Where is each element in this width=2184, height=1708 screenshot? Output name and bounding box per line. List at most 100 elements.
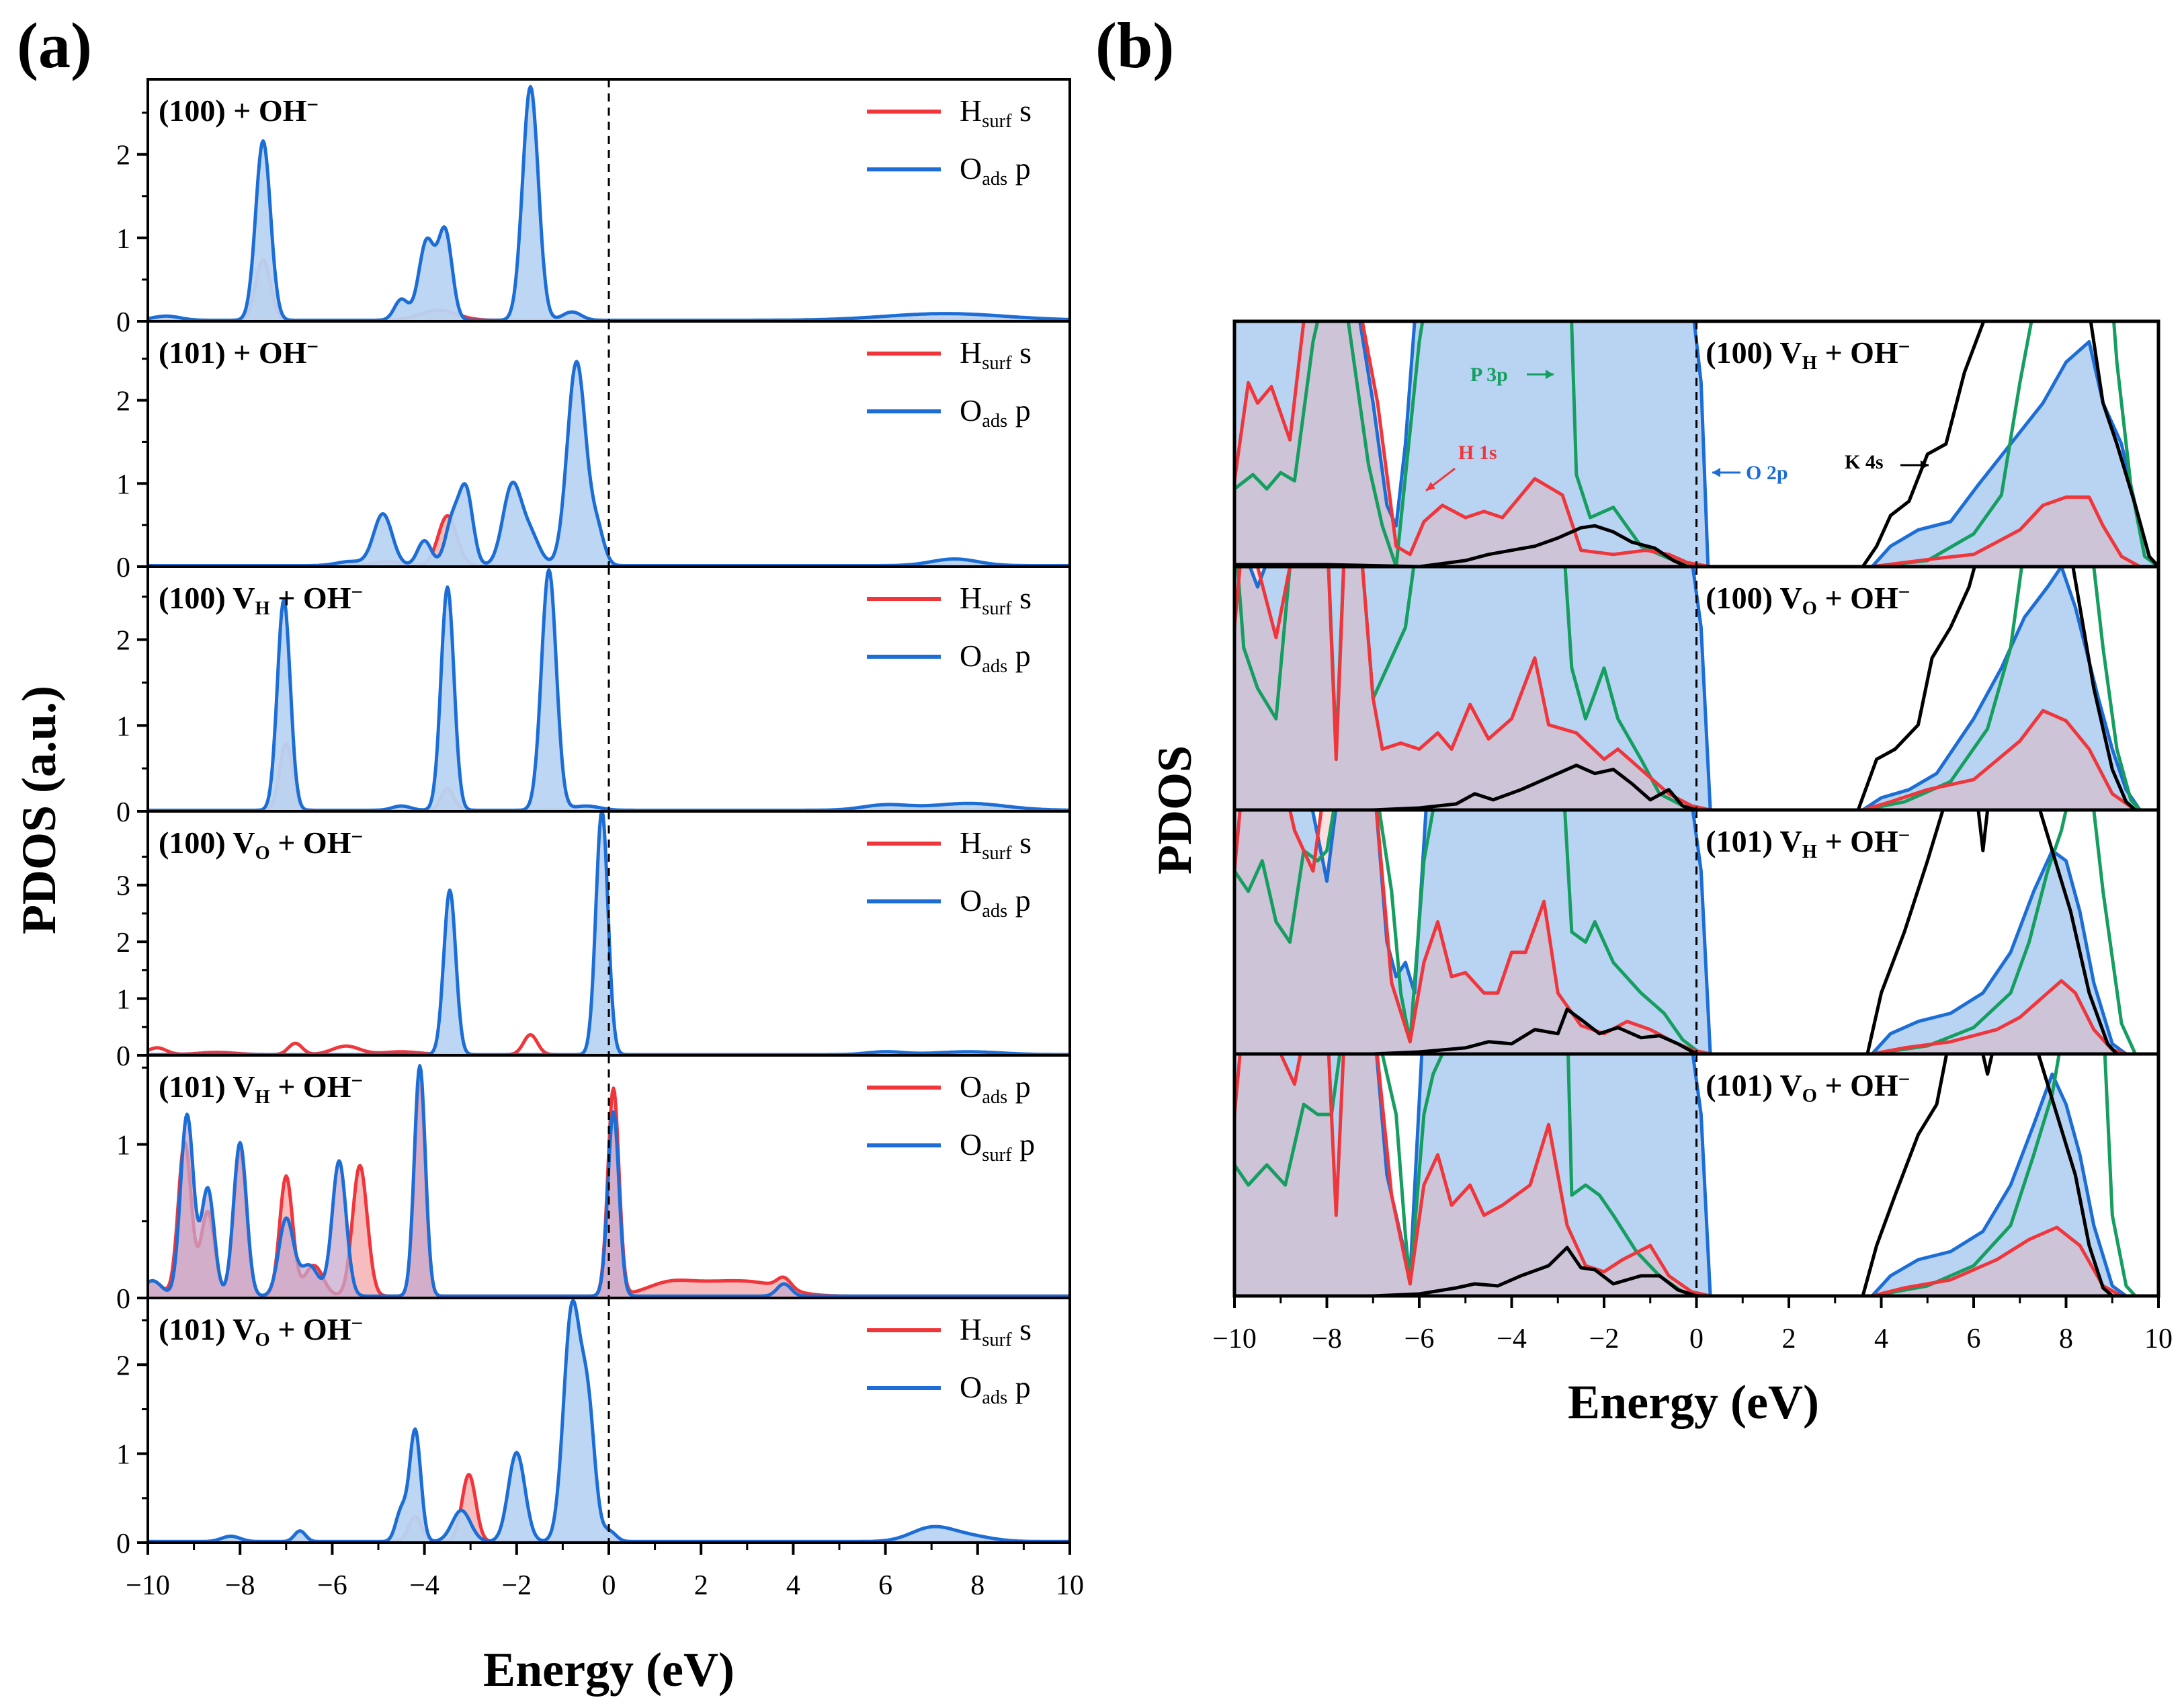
text-part: p [1007, 1370, 1031, 1404]
y-tick-label: 1 [116, 469, 130, 500]
subplot-content [1234, 567, 2158, 810]
y-tick-label: 2 [116, 140, 130, 171]
x-tick-label: 0 [1689, 1324, 1704, 1354]
annot-p3p: P 3p [1470, 364, 1508, 386]
x-tick-label: 6 [1967, 1324, 1981, 1354]
legend-label-0: Hsurf s [960, 581, 1032, 619]
text-part: O [960, 393, 982, 428]
text-part: − [1898, 1067, 1910, 1091]
y-tick-label: 2 [116, 1350, 130, 1381]
subplot-content [1234, 810, 2158, 1054]
legend-label-1: Oads p [960, 393, 1031, 432]
text-part: H [960, 581, 982, 615]
text-part: (101) V [1706, 1068, 1802, 1102]
y-tick-label: 3 [116, 871, 130, 902]
series-line-green [1234, 1054, 2137, 1296]
x-tick-label: −6 [317, 1570, 347, 1601]
x-tick-label: 8 [970, 1570, 984, 1601]
text-part: surf [982, 1330, 1012, 1350]
y-tick-label: 0 [116, 307, 130, 338]
subplot-content [1234, 321, 2158, 567]
text-part: surf [982, 111, 1012, 132]
text-part: surf [982, 1145, 1012, 1166]
legend-label-1: Oads p [960, 1370, 1031, 1408]
text-part: s [1012, 825, 1032, 860]
text-part: p [1007, 151, 1031, 186]
text-part: − [306, 93, 319, 116]
series-fill-blue [1234, 810, 2126, 1054]
text-part: − [1898, 823, 1910, 847]
x-tick-label: 4 [786, 1570, 800, 1601]
annot-arrowhead-p3p [1546, 370, 1554, 379]
x-tick-label: 10 [1056, 1570, 1084, 1601]
series-fill-red [1234, 567, 2136, 810]
text-part: ads [982, 901, 1007, 922]
text-part: H [255, 1087, 270, 1108]
series-fill-red [1234, 1054, 2122, 1296]
y-tick-label: 0 [116, 1284, 130, 1315]
y-tick-label: 1 [116, 1131, 130, 1162]
text-part: surf [982, 598, 1012, 619]
x-tick-label: −2 [1589, 1324, 1620, 1354]
subplot-title: (101) VO + OH− [159, 1311, 363, 1350]
text-part: + OH [1817, 581, 1898, 615]
text-part: (100) V [159, 581, 255, 615]
text-part: + OH [1817, 335, 1898, 370]
x-tick-label: 8 [2059, 1324, 2073, 1354]
annot-o2p: O 2p [1746, 462, 1788, 484]
text-part: ads [982, 411, 1007, 432]
subplot-b-2: (100) VO + OH− [1232, 565, 2160, 812]
legend-label-0: Oads p [960, 1069, 1031, 1108]
text-part: (100) + OH [159, 93, 307, 128]
subplot-b-1: (100) VH + OH− [1232, 319, 2160, 569]
x-tick-label: 10 [2144, 1324, 2173, 1354]
panel-a-label: (a) [17, 9, 92, 81]
subplot-title: (100) VH + OH− [1706, 335, 1910, 374]
text-part: − [306, 335, 319, 358]
text-part: (101) V [159, 1069, 255, 1104]
y-tick-label: 1 [116, 1440, 130, 1471]
series-line-1 [146, 1064, 1070, 1298]
subplot-b-3: (101) VH + OH− [1232, 808, 2160, 1056]
text-part: ads [982, 169, 1007, 190]
x-tick-label: −8 [1312, 1324, 1342, 1354]
series-line-green [1234, 321, 2158, 567]
subplot-content [1234, 1054, 2158, 1296]
series-line-black [1234, 1054, 2113, 1296]
text-part: O [960, 1127, 982, 1162]
subplot-title: (100) VH + OH− [159, 580, 363, 619]
series-fill-red [1234, 810, 2126, 1054]
subplot-title: (101) VO + OH− [1706, 1067, 1910, 1106]
panel-b: (b)(100) VH + OH−(100) VO + OH−(101) VH … [1095, 9, 2173, 1429]
text-part: surf [982, 843, 1012, 864]
x-axis-b: −10 −8 −6 −4 −2 0 2 4 6 8 10 Energy (eV) [1212, 1296, 2173, 1429]
text-part: H [255, 598, 270, 619]
text-part: s [1012, 1312, 1032, 1346]
x-tick-label: 4 [1874, 1324, 1888, 1354]
text-part: + OH [270, 1069, 351, 1104]
legend-label-0: Hsurf s [960, 93, 1032, 132]
series-fill-red [1234, 321, 2140, 567]
legend-label-0: Hsurf s [960, 335, 1032, 374]
x-tick-label: 0 [602, 1570, 616, 1601]
text-part: p [1012, 1127, 1036, 1162]
legend-label-1: Osurf p [960, 1127, 1035, 1166]
y-tick-label: 0 [116, 553, 130, 583]
annot-arrowhead-o2p [1712, 468, 1720, 477]
series-line-black [1234, 810, 2118, 1054]
y-tick-label: 0 [116, 1041, 130, 1072]
x-tick-label: −10 [126, 1570, 170, 1601]
legend-label-1: Oads p [960, 883, 1031, 922]
text-part: (101) + OH [159, 335, 307, 370]
text-part: ads [982, 1087, 1007, 1108]
text-part: (100) V [159, 825, 255, 860]
y-tick-label: 2 [116, 928, 130, 959]
legend-label-0: Hsurf s [960, 1312, 1032, 1350]
y-tick-label: 2 [116, 387, 130, 417]
text-part: − [1898, 335, 1910, 358]
text-part: (101) V [1706, 824, 1802, 858]
text-part: H [1802, 842, 1817, 862]
